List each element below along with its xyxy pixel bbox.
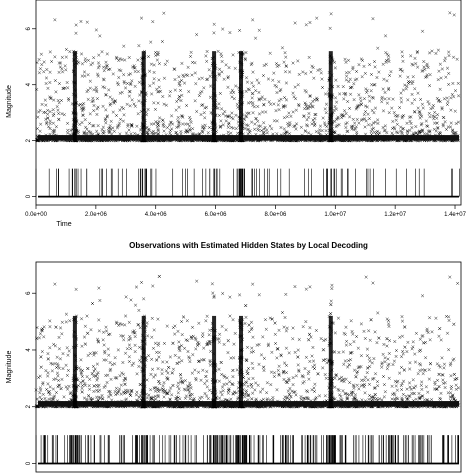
cluster-spike xyxy=(239,51,244,141)
x-tick-label: 8.0e+06 xyxy=(265,212,288,218)
cluster-spike xyxy=(72,315,77,407)
magnitude-marks xyxy=(34,274,461,409)
chart-panel-1: 0 2 4 6 Magnitude 0.0e+00 2.0e+06 4.0e+06 6.0e+0… xyxy=(6,0,467,228)
y-axis-label: Magnitude xyxy=(6,351,13,384)
x-tick-label: 2.0e+06 xyxy=(85,212,108,218)
y-axis-label: Magnitude xyxy=(6,85,13,118)
y-tick-label: 4 xyxy=(26,348,32,352)
y-tick-label: 0 xyxy=(26,461,32,465)
y-tick-label: 6 xyxy=(26,26,32,30)
magnitude-marks xyxy=(34,11,461,143)
plot-frame xyxy=(35,261,462,473)
cluster-spike xyxy=(328,51,333,141)
cluster-spike xyxy=(212,51,217,141)
y-tick-label: 2 xyxy=(26,404,32,408)
x-tick-label: 1.4e+07 xyxy=(444,212,467,218)
x-axis-label: Time xyxy=(56,221,71,228)
hidden-state-bars xyxy=(35,168,460,198)
plot-frame xyxy=(35,0,462,206)
chart-panel-2: Observations with Estimated Hidden State… xyxy=(6,241,462,473)
y-tick-label: 2 xyxy=(26,138,32,142)
x-tick-label: 4.0e+06 xyxy=(145,212,168,218)
cluster-spike xyxy=(141,315,146,407)
y-tick-label: 6 xyxy=(26,291,32,295)
x-tick-label: 1.2e+07 xyxy=(384,212,407,218)
state-switch-lines xyxy=(35,435,460,464)
cluster-spike xyxy=(328,315,333,407)
cluster-spike xyxy=(212,315,217,407)
x-tick-label: 1.0e+07 xyxy=(324,212,347,218)
x-tick-label: 6.0e+06 xyxy=(205,212,228,218)
cluster-spike xyxy=(239,315,244,407)
hidden-state-bars xyxy=(35,435,460,465)
x-tick-label: 0.0e+00 xyxy=(25,212,48,218)
state-switch-lines xyxy=(35,168,460,197)
observation-points xyxy=(34,11,461,143)
y-tick-label: 0 xyxy=(26,194,32,198)
cluster-spike xyxy=(72,51,77,141)
dense-floor-band xyxy=(38,401,459,407)
y-tick-label: 4 xyxy=(26,82,32,86)
observation-points xyxy=(34,274,461,409)
cluster-spike xyxy=(141,51,146,141)
dense-floor-band xyxy=(38,135,459,141)
chart-title: Observations with Estimated Hidden State… xyxy=(129,241,368,250)
